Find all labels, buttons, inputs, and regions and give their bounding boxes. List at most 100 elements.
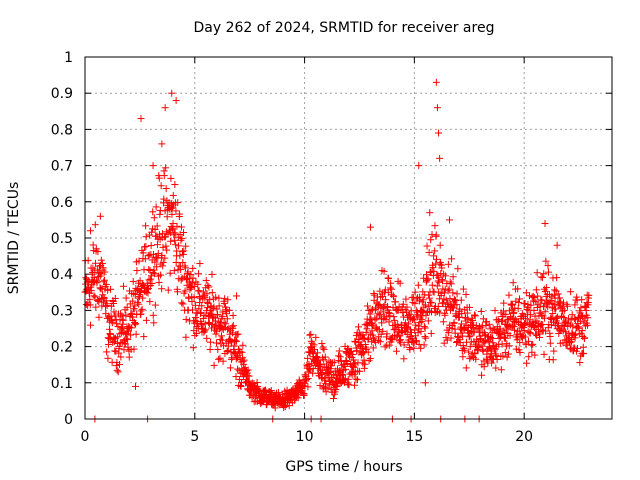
y-tick-label: 0.1 (51, 376, 73, 392)
data-point (104, 354, 112, 362)
data-point (447, 334, 455, 342)
data-point (524, 337, 532, 345)
data-point (556, 326, 564, 334)
data-point (432, 78, 440, 86)
data-point (504, 350, 512, 358)
data-point (568, 311, 576, 319)
data-point (138, 305, 146, 313)
data-point (514, 285, 522, 293)
data-point (222, 320, 230, 328)
data-point (321, 353, 329, 361)
data-point (127, 331, 135, 339)
data-point (465, 348, 473, 356)
data-point (137, 115, 145, 123)
data-point (145, 251, 153, 259)
data-point (128, 313, 136, 321)
data-point (418, 316, 426, 324)
data-point (189, 274, 197, 282)
data-point (354, 336, 362, 344)
data-point (159, 262, 167, 270)
y-tick-label: 0.8 (51, 122, 73, 138)
data-point (223, 315, 231, 323)
data-point (511, 326, 519, 334)
data-point (415, 162, 423, 170)
data-point (412, 321, 420, 329)
data-point (280, 404, 288, 412)
data-point (364, 348, 372, 356)
data-point (459, 353, 467, 361)
data-point (224, 325, 232, 333)
data-point (239, 341, 247, 349)
x-axis-label: GPS time / hours (285, 459, 402, 475)
data-point (412, 337, 420, 345)
data-point (381, 343, 389, 351)
data-point (396, 279, 404, 287)
data-point (434, 302, 442, 310)
data-point (398, 329, 406, 337)
data-point (387, 279, 395, 287)
data-point (479, 347, 487, 355)
data-point (214, 310, 222, 318)
data-point (205, 318, 213, 326)
data-point (552, 305, 560, 313)
data-point (310, 341, 318, 349)
data-point (330, 358, 338, 366)
data-point (163, 213, 171, 221)
data-point (103, 348, 111, 356)
data-point (159, 243, 167, 251)
data-point (181, 262, 189, 270)
data-point (478, 371, 486, 379)
data-point (421, 333, 429, 341)
data-point (448, 255, 456, 263)
data-point (90, 292, 98, 300)
data-point (462, 290, 470, 298)
data-point (538, 326, 546, 334)
data-point (139, 249, 147, 257)
data-point (436, 154, 444, 162)
data-point (536, 302, 544, 310)
data-point (91, 221, 99, 229)
data-point (149, 311, 157, 319)
data-point (303, 375, 311, 383)
data-point (318, 340, 326, 348)
data-point (190, 293, 198, 301)
data-point (135, 300, 143, 308)
data-point (119, 316, 127, 324)
data-point (450, 304, 458, 312)
data-point (164, 286, 172, 294)
data-point (456, 338, 464, 346)
data-point (189, 264, 197, 272)
data-point (89, 241, 97, 249)
data-point (439, 318, 447, 326)
data-point (229, 322, 237, 330)
data-point (445, 285, 453, 293)
data-point (225, 306, 233, 314)
data-point (322, 388, 330, 396)
data-point (453, 301, 461, 309)
data-point (524, 300, 532, 308)
data-point (146, 298, 154, 306)
data-point (457, 329, 465, 337)
data-point (179, 300, 187, 308)
data-point (433, 255, 441, 263)
data-point (335, 347, 343, 355)
data-point (304, 375, 312, 383)
data-point (145, 265, 153, 273)
data-point (170, 267, 178, 275)
data-point (581, 334, 589, 342)
x-tick-label: 15 (405, 429, 423, 445)
data-point (151, 258, 159, 266)
data-point (382, 296, 390, 304)
data-point (406, 345, 414, 353)
data-point (151, 225, 159, 233)
data-point (505, 291, 513, 299)
data-point (319, 344, 327, 352)
data-point (236, 381, 244, 389)
data-point (240, 360, 248, 368)
data-point (380, 267, 388, 275)
data-point (141, 255, 149, 263)
data-point (353, 376, 361, 384)
data-point (307, 344, 315, 352)
data-point (469, 316, 477, 324)
data-point (217, 332, 225, 340)
